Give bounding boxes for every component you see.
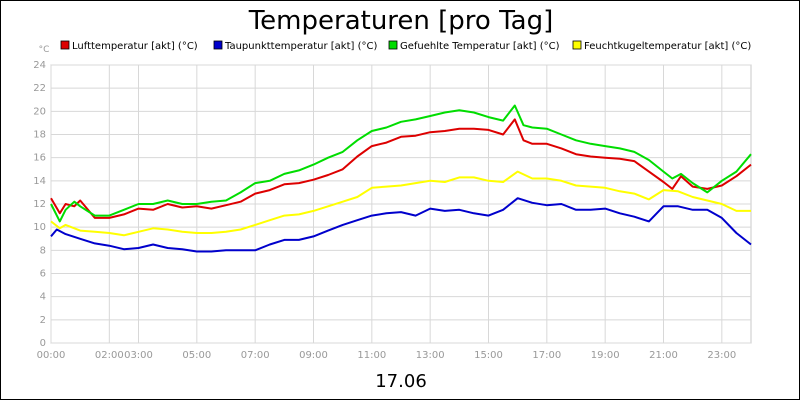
chart-series xyxy=(50,104,752,253)
y-tick-label: 0 xyxy=(40,338,46,349)
series-line-1 xyxy=(50,118,752,219)
x-tick-label: 00:00 xyxy=(37,350,66,361)
legend-entry: Lufttemperatur [akt] (°C) xyxy=(72,41,198,52)
series-line-3 xyxy=(50,104,752,223)
y-axis-unit-label: °C xyxy=(39,45,50,55)
x-tick-label: 05:00 xyxy=(182,350,211,361)
y-tick-label: 24 xyxy=(33,60,46,71)
y-tick-label: 16 xyxy=(33,153,46,164)
x-tick-label: 17:00 xyxy=(532,350,561,361)
legend-entry: Gefuehlte Temperatur [akt] (°C) xyxy=(400,41,560,52)
x-tick-label: 09:00 xyxy=(299,350,328,361)
legend-entry: Taupunkttemperatur [akt] (°C) xyxy=(224,41,377,52)
y-tick-label: 20 xyxy=(33,106,46,117)
y-tick-label: 2 xyxy=(40,315,46,326)
y-tick-label: 6 xyxy=(40,269,46,280)
legend-swatch xyxy=(388,40,398,50)
x-tick-label: 19:00 xyxy=(591,350,620,361)
x-tick-label: 02:00 xyxy=(95,350,124,361)
y-tick-label: 4 xyxy=(40,292,46,303)
y-tick-label: 8 xyxy=(40,245,46,256)
x-tick-label: 13:00 xyxy=(416,350,445,361)
x-axis-date-label: 17.06 xyxy=(375,371,427,392)
y-tick-label: 12 xyxy=(33,199,46,210)
x-tick-label: 23:00 xyxy=(707,350,736,361)
y-tick-label: 18 xyxy=(33,130,46,141)
x-tick-label: 15:00 xyxy=(474,350,503,361)
series-line-4 xyxy=(50,170,751,237)
chart-title: Temperaturen [pro Tag] xyxy=(248,6,554,36)
y-tick-label: 14 xyxy=(33,176,46,187)
x-axis-ticks: 00:00 02:00 03:00 05:00 07:00 09:00 11:00 13:00… xyxy=(37,350,737,361)
series-line-2 xyxy=(50,197,752,253)
legend-swatch xyxy=(572,40,582,50)
x-tick-label: 07:00 xyxy=(241,350,270,361)
chart-legend: Lufttemperatur [akt] (°C) Taupunkttempera… xyxy=(60,40,751,52)
legend-entry: Feuchtkugeltemperatur [akt] (°C) xyxy=(584,41,751,52)
y-tick-label: 22 xyxy=(33,83,46,94)
legend-swatch xyxy=(213,40,223,50)
x-tick-label: 03:00 xyxy=(124,350,153,361)
x-tick-label: 11:00 xyxy=(357,350,386,361)
x-tick-label: 21:00 xyxy=(649,350,678,361)
y-tick-label: 10 xyxy=(33,222,46,233)
legend-swatch xyxy=(60,40,70,50)
